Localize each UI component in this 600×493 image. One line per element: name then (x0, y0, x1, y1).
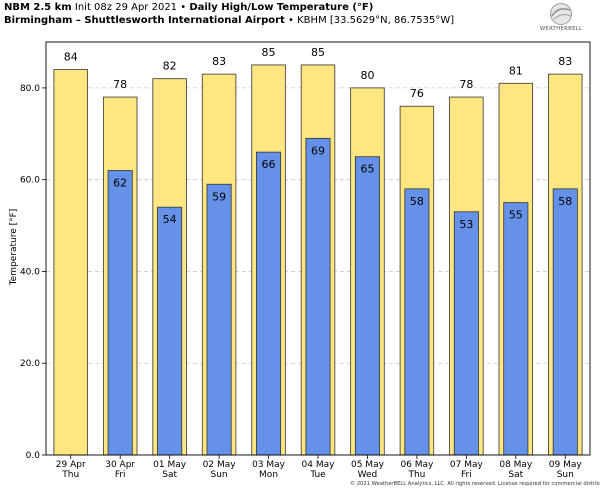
y-tick-label: 40.0 (20, 267, 40, 277)
y-axis-label: Temperature [°F] (9, 209, 19, 287)
y-tick-label: 20.0 (20, 359, 40, 369)
x-tick-label-day: Sun (211, 470, 228, 480)
high-value-label: 82 (163, 60, 177, 73)
separator: • (288, 15, 294, 26)
copyright-footer: © 2021 WeatherBELL Analytics, LLC. All r… (350, 481, 600, 487)
low-value-label: 62 (113, 176, 127, 189)
high-value-label: 80 (360, 69, 374, 82)
low-value-label: 66 (262, 158, 276, 171)
x-tick-label-date: 06 May (400, 460, 434, 470)
x-tick-label-date: 30 Apr (105, 460, 135, 470)
x-tick-label-day: Fri (461, 470, 472, 480)
low-value-label: 53 (459, 218, 473, 231)
product-title: Daily High/Low Temperature (°F) (189, 2, 374, 13)
logo-text: WEATHERBELL (539, 26, 583, 32)
x-tick-label-date: 09 May (549, 460, 583, 470)
x-tick-label-day: Tue (309, 470, 326, 480)
x-tick-label-date: 07 May (450, 460, 484, 470)
low-value-label: 58 (558, 195, 572, 208)
low-value-label: 65 (360, 163, 374, 176)
plot-frame (45, 41, 591, 456)
x-tick-label-day: Thu (407, 470, 425, 480)
high-value-label: 85 (311, 46, 325, 59)
x-tick-label-day: Mon (259, 470, 278, 480)
labels: 84 78 62 82 54 83 59 85 66 85 69 80 65 76 58 78 53 81 55 83… (64, 46, 573, 231)
weatherbell-logo: WEATHERBELL (536, 2, 586, 40)
low-bar (206, 183, 232, 456)
station-meta: KBHM [33.5629°N, 86.7535°W] (297, 15, 455, 26)
high-value-label: 83 (558, 55, 572, 68)
high-value-label: 81 (509, 64, 523, 77)
x-tick-label-date: 04 May (302, 460, 336, 470)
x-tick-label-day: Sat (162, 470, 177, 480)
low-bar (404, 188, 430, 456)
high-bar (53, 69, 88, 456)
separator: • (180, 2, 187, 13)
low-bar (157, 206, 183, 456)
low-bar (305, 137, 331, 456)
chart-header-line-1: NBM 2.5 km Init 08z 29 Apr 2021 • Daily … (4, 2, 373, 13)
low-bar (453, 211, 479, 456)
y-tick-label: 80.0 (20, 84, 40, 94)
x-tick-label-date: 01 May (153, 460, 187, 470)
high-value-label: 76 (410, 87, 424, 100)
x-tick-label-day: Fri (115, 470, 126, 480)
station-name: Birmingham – Shuttlesworth International… (4, 15, 285, 26)
x-tick-label-date: 02 May (203, 460, 237, 470)
high-value-label: 84 (64, 51, 78, 64)
low-value-label: 58 (410, 195, 424, 208)
low-value-label: 54 (163, 213, 177, 226)
x-tick-label-date: 08 May (499, 460, 533, 470)
high-value-label: 83 (212, 55, 226, 68)
chart-header-line-2: Birmingham – Shuttlesworth International… (4, 15, 454, 26)
low-value-label: 59 (212, 190, 226, 203)
low-bar (107, 170, 133, 456)
high-value-label: 85 (262, 46, 276, 59)
low-bar (256, 151, 282, 456)
model-name: NBM 2.5 km (4, 2, 72, 13)
x-tick-label-date: 05 May (351, 460, 385, 470)
high-value-label: 78 (113, 78, 127, 91)
low-bar (503, 202, 529, 456)
x-tick-label-date: 03 May (252, 460, 286, 470)
globe-swirl-icon (550, 3, 572, 25)
init-time: Init 08z 29 Apr 2021 (74, 2, 178, 13)
high-value-label: 78 (459, 78, 473, 91)
low-value-label: 55 (509, 209, 523, 222)
x-tick-label-day: Thu (61, 470, 79, 480)
x-tick-label-day: Wed (358, 470, 378, 480)
low-bar (552, 188, 578, 456)
y-tick-label: 0.0 (26, 451, 41, 461)
x-tick-label-date: 29 Apr (56, 460, 86, 470)
low-bar (354, 156, 380, 456)
y-tick-label: 60.0 (20, 176, 40, 186)
x-tick-label-day: Sat (508, 470, 523, 480)
low-value-label: 69 (311, 144, 325, 157)
bars (53, 64, 583, 456)
x-tick-label-day: Sun (557, 470, 574, 480)
